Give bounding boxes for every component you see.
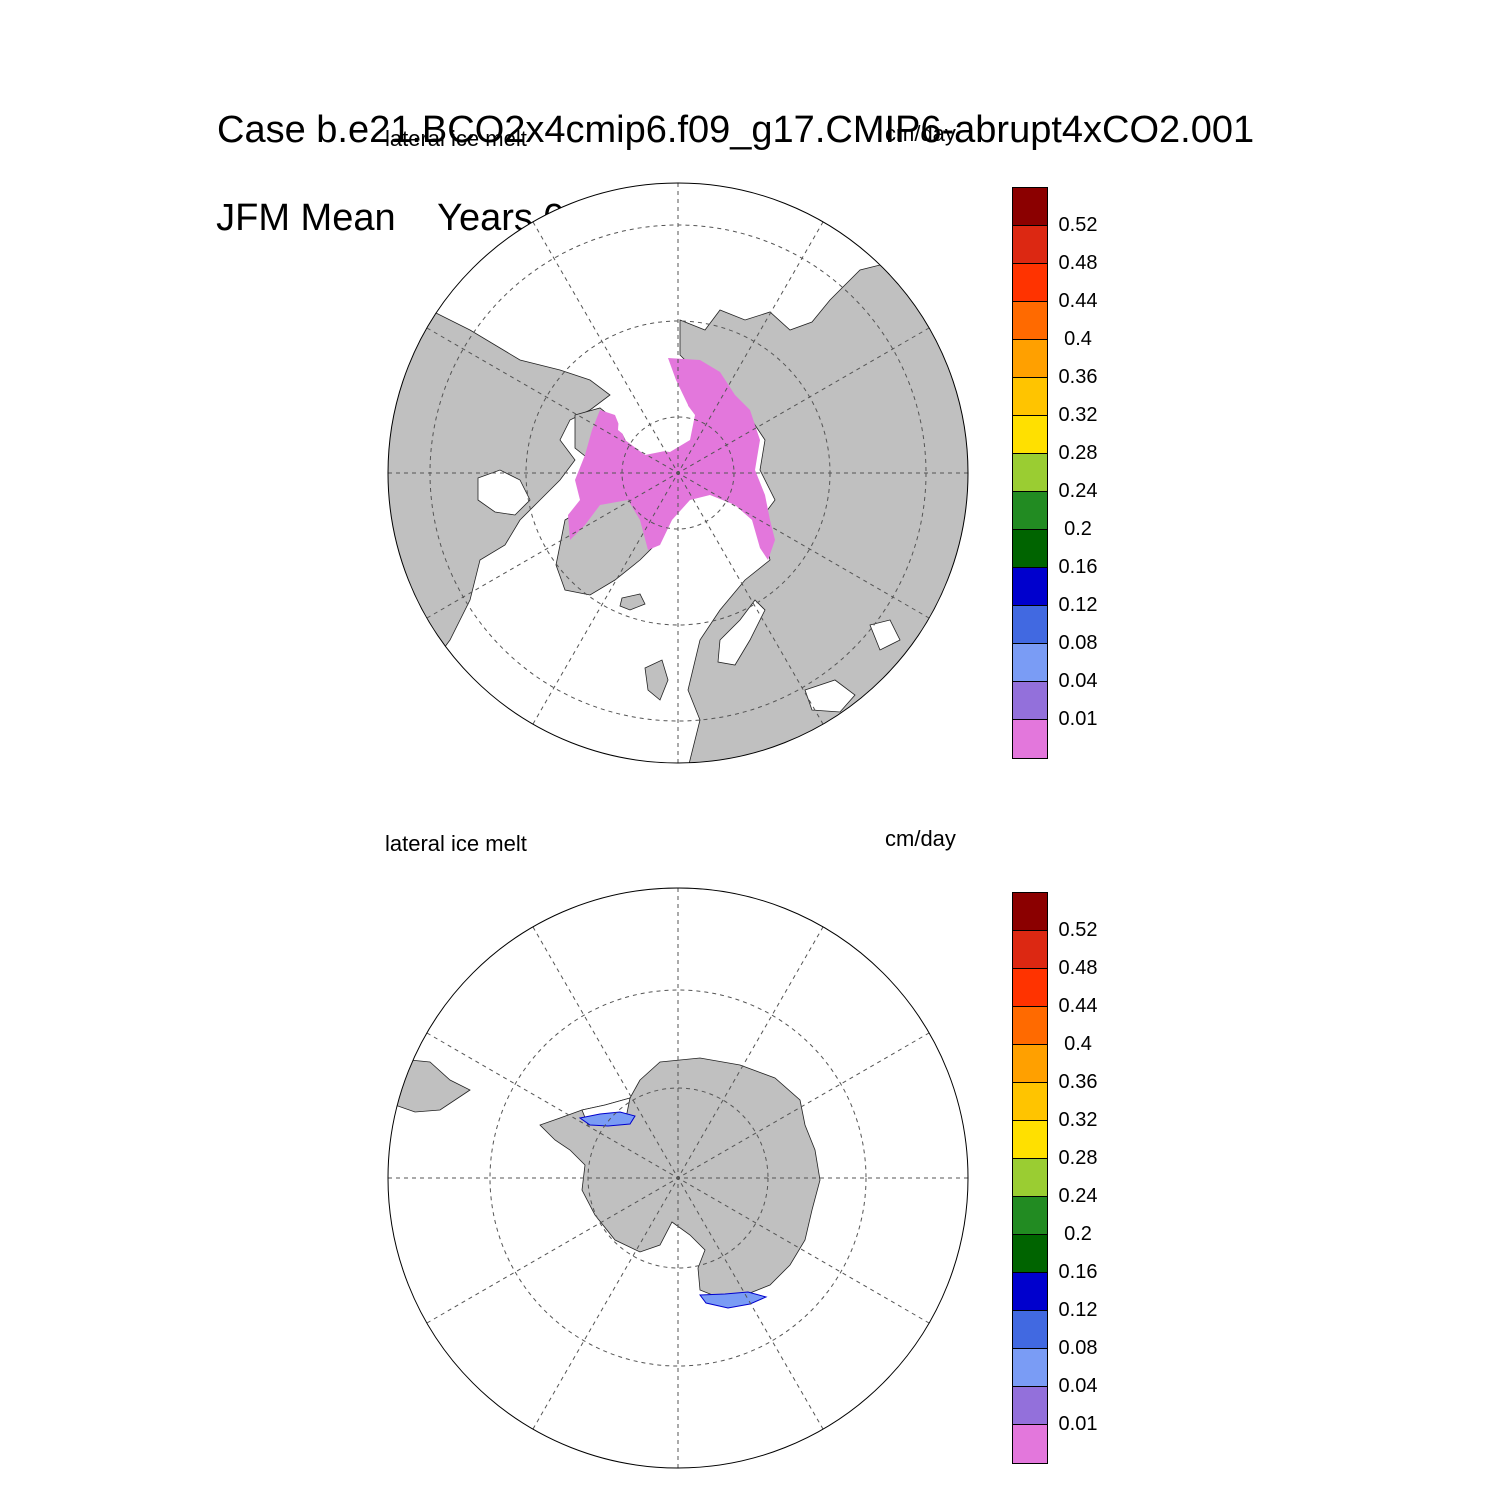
north-colorbar-segment: [1013, 568, 1047, 606]
north-polar-map: [387, 182, 969, 764]
north-colorbar-tick-label: 0.16: [1058, 556, 1098, 578]
north-units-label: cm/day: [885, 121, 956, 146]
north-colorbar-segment: [1013, 720, 1047, 758]
south-colorbar-tick-label: 0.4: [1064, 1033, 1092, 1055]
north-colorbar-segment: [1013, 644, 1047, 682]
north-colorbar-segment: [1013, 226, 1047, 264]
north-colorbar-segment: [1013, 454, 1047, 492]
north-baltic-sea: [717, 599, 766, 666]
north-graticule: [388, 183, 968, 763]
north-colorbar-segment: [1013, 682, 1047, 720]
north-colorbar-tick-label: 0.32: [1058, 404, 1098, 426]
north-colorbar-tick-label: 0.36: [1058, 366, 1098, 388]
south-colorbar-segment: [1013, 931, 1047, 969]
south-colorbar-segment: [1013, 1273, 1047, 1311]
south-colorbar-segment: [1013, 1045, 1047, 1083]
south-variable-label: lateral ice melt: [385, 831, 527, 856]
south-colorbar-segment: [1013, 1311, 1047, 1349]
south-colorbar-tick-label: 0.32: [1058, 1109, 1098, 1131]
north-land-iceland: [619, 593, 646, 611]
south-colorbar-tick-label: 0.48: [1058, 957, 1098, 979]
south-units-label: cm/day: [885, 826, 956, 851]
north-colorbar-tick-label: 0.08: [1058, 632, 1098, 654]
south-colorbar-tick-label: 0.52: [1058, 919, 1098, 941]
south-colorbar-segment: [1013, 1197, 1047, 1235]
south-colorbar-segment: [1013, 1007, 1047, 1045]
south-colorbar-tick-label: 0.24: [1058, 1185, 1098, 1207]
south-polar-map: [387, 887, 969, 1469]
south-colorbar-segment: [1013, 1121, 1047, 1159]
south-colorbar-segment: [1013, 1083, 1047, 1121]
south-ice-melt-weddell: [578, 1111, 636, 1127]
north-colorbar-tick-label: 0.24: [1058, 480, 1098, 502]
north-colorbar-segment: [1013, 340, 1047, 378]
north-colorbar: [1012, 187, 1048, 759]
north-colorbar-tick-label: 0.52: [1058, 214, 1098, 236]
south-map-border: [387, 887, 969, 1469]
south-colorbar-tick-label: 0.04: [1058, 1375, 1098, 1397]
south-colorbar-segment: [1013, 1425, 1047, 1463]
south-colorbar-tick-label: 0.12: [1058, 1299, 1098, 1321]
north-colorbar-tick-label: 0.01: [1058, 708, 1098, 730]
north-colorbar-tick-label: 0.04: [1058, 670, 1098, 692]
south-colorbar-segment: [1013, 1235, 1047, 1273]
north-colorbar-segment: [1013, 530, 1047, 568]
north-colorbar-segment: [1013, 188, 1047, 226]
north-colorbar-segment: [1013, 606, 1047, 644]
south-colorbar-segment: [1013, 1159, 1047, 1197]
north-colorbar-segment: [1013, 492, 1047, 530]
south-colorbar-tick-label: 0.2: [1064, 1223, 1092, 1245]
south-colorbar-tick-label: 0.44: [1058, 995, 1098, 1017]
north-colorbar-tick-label: 0.28: [1058, 442, 1098, 464]
south-colorbar-segment: [1013, 893, 1047, 931]
north-colorbar-tick-label: 0.48: [1058, 252, 1098, 274]
south-colorbar-segment: [1013, 1349, 1047, 1387]
north-colorbar-segment: [1013, 302, 1047, 340]
south-colorbar-tick-label: 0.36: [1058, 1071, 1098, 1093]
south-colorbar: [1012, 892, 1048, 1464]
north-colorbar-tick-label: 0.4: [1064, 328, 1092, 350]
south-colorbar-tick-label: 0.01: [1058, 1413, 1098, 1435]
south-colorbar-segment: [1013, 1387, 1047, 1425]
south-graticule: [388, 888, 968, 1468]
north-variable-label: lateral ice melt: [385, 126, 527, 151]
north-colorbar-tick-label: 0.2: [1064, 518, 1092, 540]
north-ice-melt-region: [568, 358, 775, 560]
title-case-line: Case b.e21.BCO2x4cmip6.f09_g17.CMIP6-abr…: [217, 109, 1255, 151]
south-colorbar-tick-label: 0.16: [1058, 1261, 1098, 1283]
north-colorbar-segment: [1013, 416, 1047, 454]
north-land-britain: [644, 659, 669, 701]
south-colorbar-segment: [1013, 969, 1047, 1007]
north-map-border: [387, 182, 969, 764]
north-colorbar-tick-label: 0.12: [1058, 594, 1098, 616]
south-land-south-america: [389, 1059, 471, 1113]
north-hudson-bay: [477, 469, 531, 516]
north-colorbar-segment: [1013, 264, 1047, 302]
north-colorbar-tick-label: 0.44: [1058, 290, 1098, 312]
south-ice-melt-ross: [699, 1291, 768, 1309]
south-colorbar-tick-label: 0.08: [1058, 1337, 1098, 1359]
south-colorbar-tick-label: 0.28: [1058, 1147, 1098, 1169]
north-colorbar-segment: [1013, 378, 1047, 416]
